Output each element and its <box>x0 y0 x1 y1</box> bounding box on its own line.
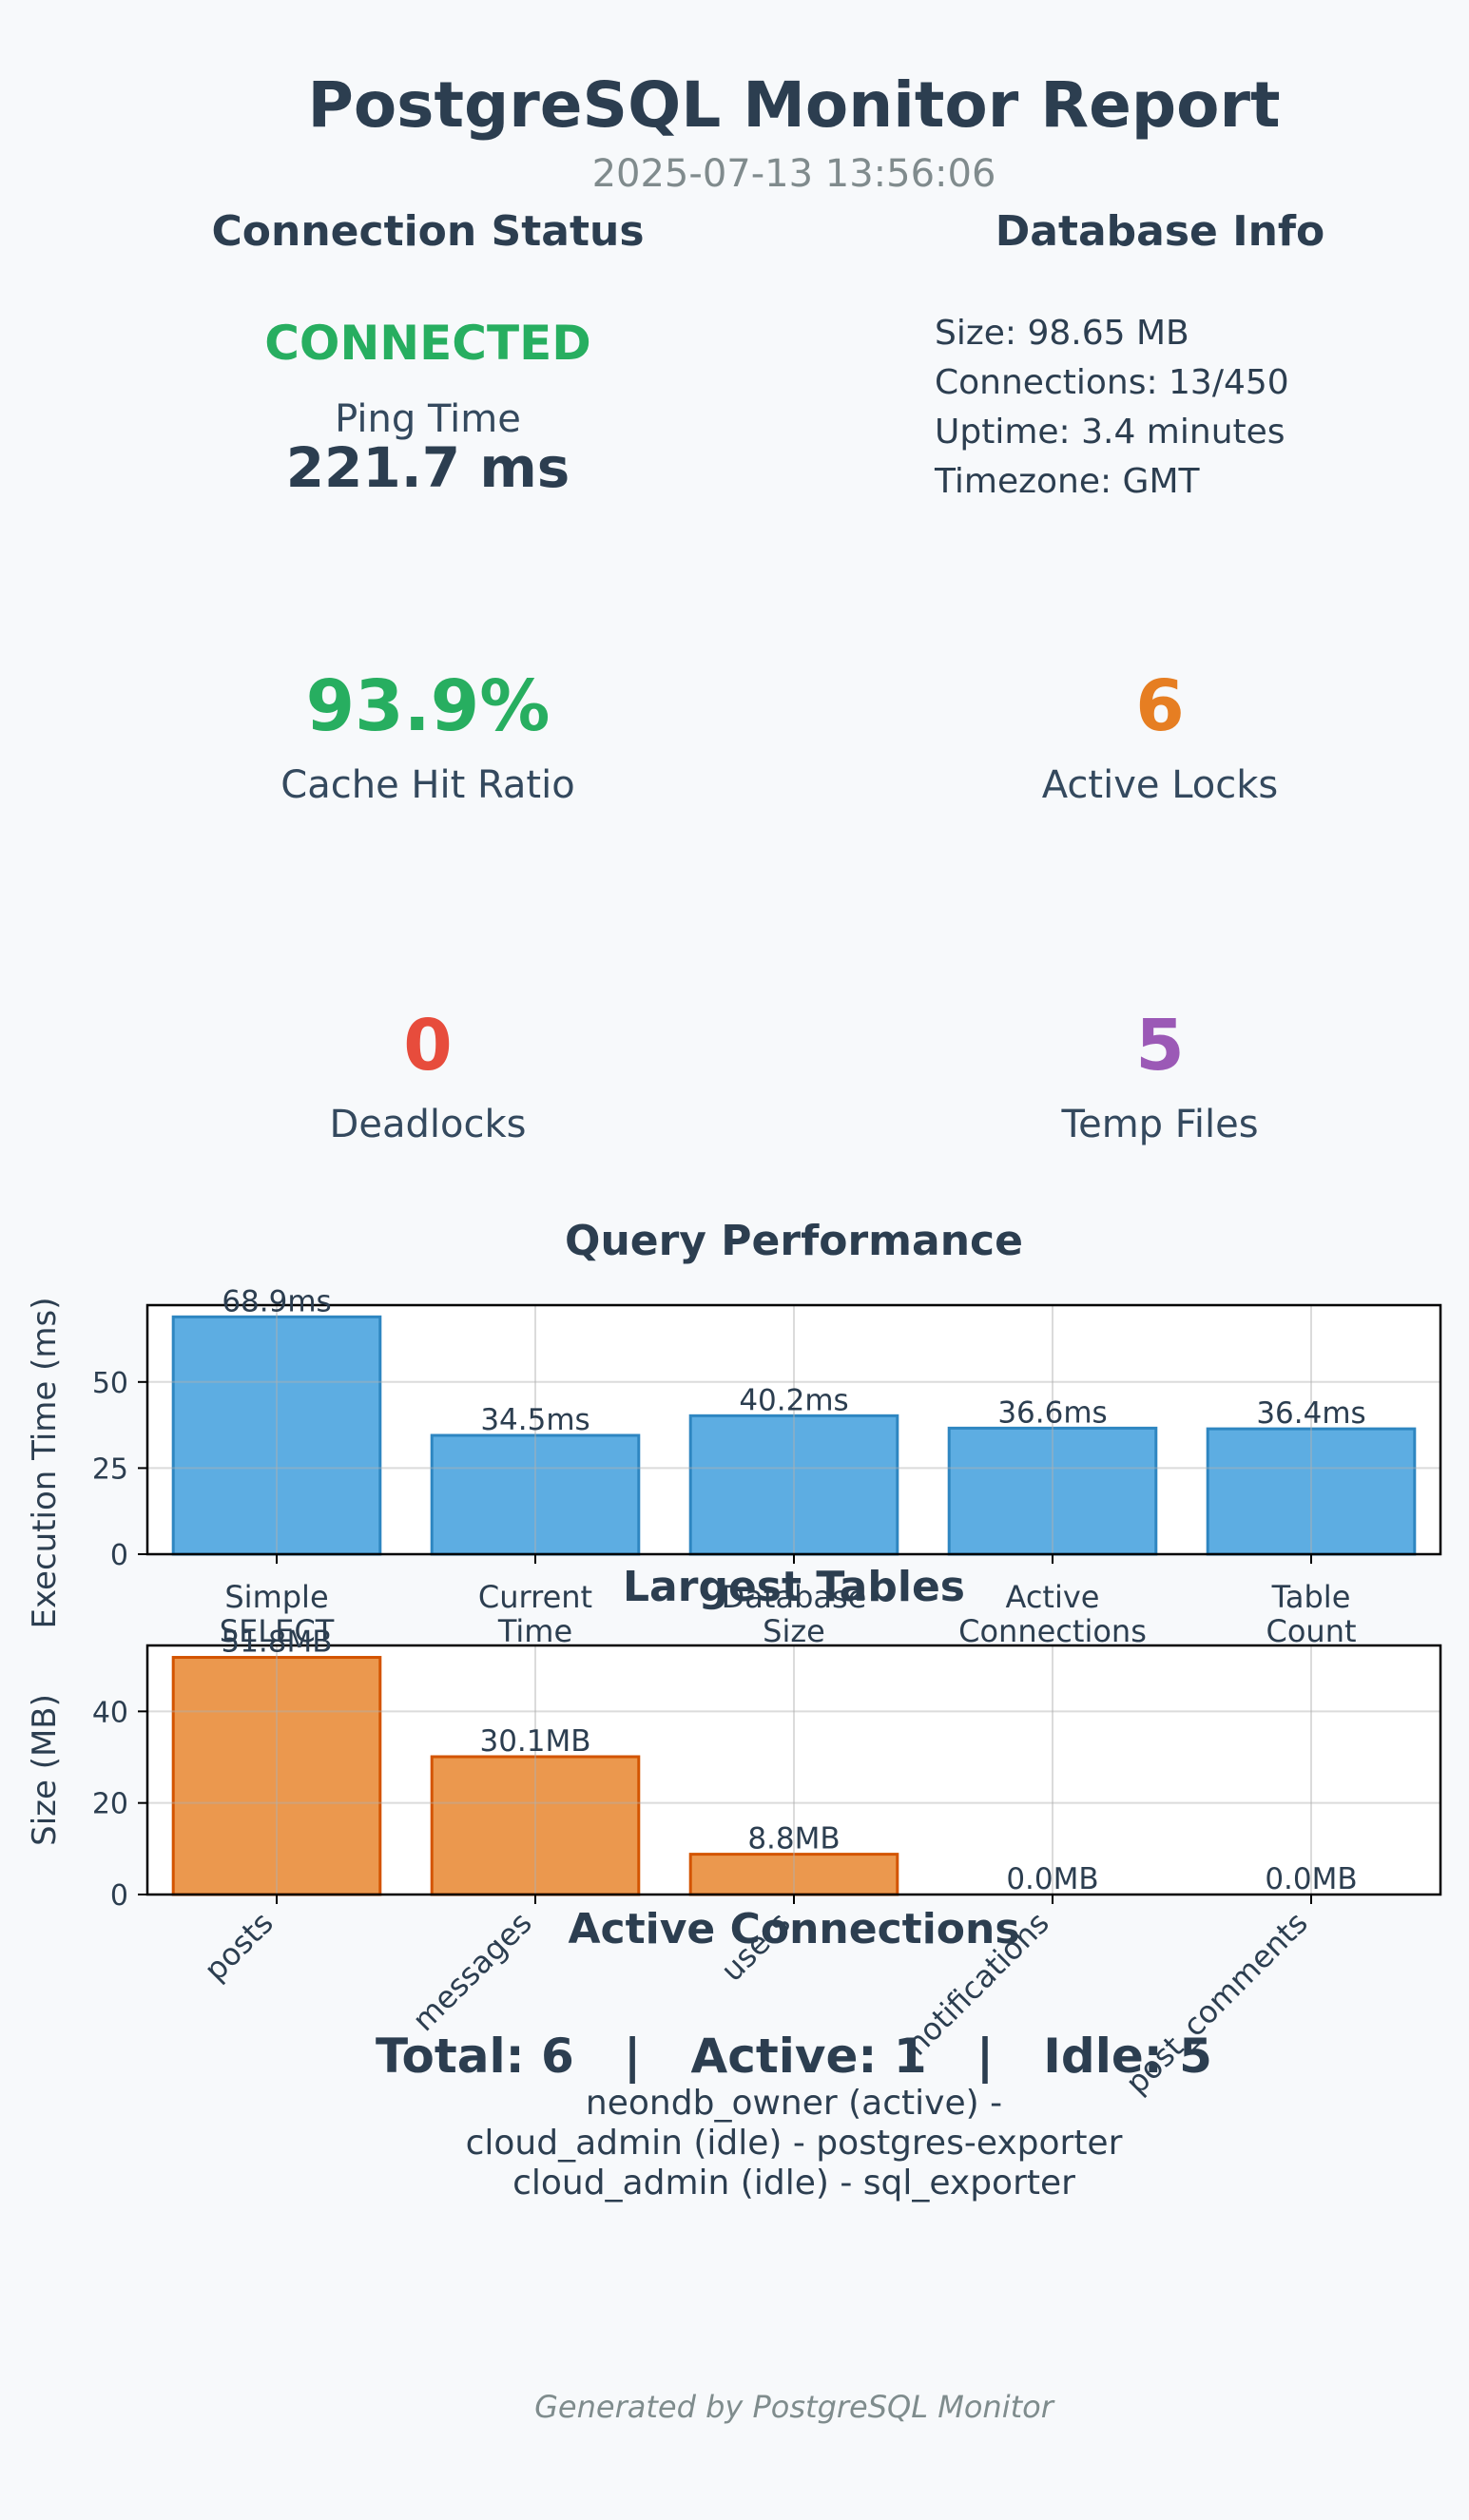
query-perf-xtick-label: Connections <box>958 1613 1147 1649</box>
connection-item: cloud_admin (idle) - sql_exporter <box>512 2164 1075 2203</box>
query-perf-data-label: 40.2ms <box>739 1383 848 1417</box>
active-connections-heading: Active Connections <box>568 1905 1020 1953</box>
query-perf-ylabel: Execution Time (ms) <box>26 1297 64 1628</box>
deadlocks-value: 0 <box>403 1005 453 1087</box>
query-perf-bar <box>430 1433 641 1556</box>
connection-item: cloud_admin (idle) - postgres-exporter <box>465 2124 1123 2163</box>
connection-status-badge: CONNECTED <box>264 316 591 371</box>
largest-tables-data-label: 8.8MB <box>747 1822 840 1856</box>
largest-tables-data-label: 30.1MB <box>479 1724 590 1759</box>
largest-tables-data-label: 51.8MB <box>221 1625 332 1660</box>
query-perf-ytick-label: 25 <box>92 1452 128 1486</box>
largest-tables-ylabel: Size (MB) <box>26 1694 64 1846</box>
query-perf-xtick-label: Simple <box>224 1579 328 1615</box>
active-locks-label: Active Locks <box>1041 763 1279 807</box>
query-perf-xtick-label: Size <box>763 1613 825 1649</box>
ping-time-label: Ping Time <box>335 397 521 441</box>
db-info-connections: Connections: 13/450 <box>935 363 1289 402</box>
query-perf-data-label: 68.9ms <box>222 1284 331 1318</box>
connection-item: neondb_owner (active) - <box>585 2084 1003 2123</box>
largest-tables-data-label: 0.0MB <box>1265 1862 1357 1896</box>
cache-hit-ratio-label: Cache Hit Ratio <box>280 763 575 807</box>
largest-tables-bar <box>430 1755 641 1896</box>
largest-tables-ytick-label: 40 <box>92 1696 128 1729</box>
query-perf-xtick-label: Count <box>1266 1613 1356 1649</box>
cache-hit-ratio-value: 93.9% <box>305 665 551 747</box>
active-locks-value: 6 <box>1135 665 1185 747</box>
largest-tables-frame <box>145 1644 1442 1896</box>
ping-time-value: 221.7 ms <box>285 435 570 500</box>
db-info-uptime: Uptime: 3.4 minutes <box>935 413 1285 452</box>
query-perf-frame <box>145 1303 1442 1556</box>
query-perf-plot-area <box>147 1305 1440 1554</box>
query-perf-bar <box>947 1426 1158 1556</box>
query-perf-bar <box>688 1414 899 1556</box>
query-perf-bar <box>1206 1427 1417 1556</box>
query-perf-xtick-label: Current <box>478 1579 592 1615</box>
db-info-timezone: Timezone: GMT <box>935 462 1200 501</box>
query-perf-xtick-label: Active <box>1006 1579 1100 1615</box>
query-perf-bar <box>171 1315 382 1556</box>
temp-files-value: 5 <box>1135 1005 1185 1087</box>
query-perf-ytick-label: 0 <box>110 1539 128 1572</box>
largest-tables-xtick-label: posts <box>197 1905 280 1989</box>
query-perf-xtick-label: SELECT <box>220 1613 335 1649</box>
largest-tables-data-label: 0.0MB <box>1006 1862 1098 1896</box>
footer-text: Generated by PostgreSQL Monitor <box>534 2389 1053 2425</box>
report-timestamp: 2025-07-13 13:56:06 <box>591 152 996 196</box>
largest-tables-title: Largest Tables <box>623 1563 965 1611</box>
query-performance-title: Query Performance <box>565 1217 1023 1265</box>
temp-files-label: Temp Files <box>1061 1103 1259 1146</box>
largest-tables-ytick-label: 20 <box>92 1788 128 1821</box>
query-perf-data-label: 34.5ms <box>480 1403 590 1437</box>
largest-tables-xtick-label: messages <box>405 1905 538 2038</box>
largest-tables-bar <box>171 1656 382 1896</box>
report-title: PostgreSQL Monitor Report <box>307 68 1281 142</box>
query-perf-xtick-label: Time <box>497 1613 572 1649</box>
query-perf-xtick-label: Table <box>1271 1579 1351 1615</box>
deadlocks-label: Deadlocks <box>329 1103 527 1146</box>
connections-summary: Total: 6 | Active: 1 | Idle: 5 <box>376 2029 1212 2084</box>
largest-tables-bar <box>688 1853 899 1896</box>
query-perf-ytick-label: 50 <box>92 1367 128 1400</box>
largest-tables-plot-area <box>147 1645 1440 1895</box>
connection-status-heading: Connection Status <box>211 207 645 256</box>
query-perf-data-label: 36.4ms <box>1256 1396 1365 1431</box>
database-info-heading: Database Info <box>995 207 1325 256</box>
db-info-size: Size: 98.65 MB <box>935 314 1189 353</box>
largest-tables-ytick-label: 0 <box>110 1879 128 1913</box>
query-perf-data-label: 36.6ms <box>997 1395 1107 1430</box>
